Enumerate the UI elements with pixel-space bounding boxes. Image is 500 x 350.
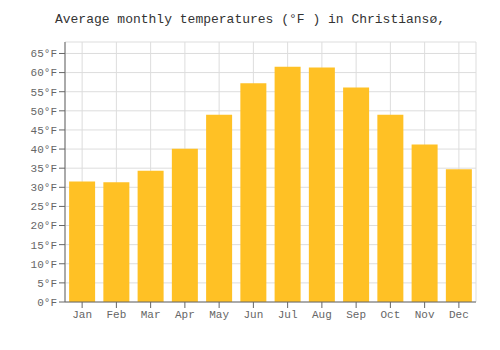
svg-text:Sep: Sep bbox=[346, 309, 366, 321]
html-text:Average monthly temperatures (: Average monthly temperatures (°F ) in Ch… bbox=[55, 12, 445, 27]
svg-text:65°F: 65°F bbox=[31, 48, 57, 60]
svg-text:40°F: 40°F bbox=[31, 144, 57, 156]
svg-text:30°F: 30°F bbox=[31, 182, 57, 194]
svg-text:35°F: 35°F bbox=[31, 163, 57, 175]
svg-text:May: May bbox=[209, 309, 229, 321]
svg-text:60°F: 60°F bbox=[31, 67, 57, 79]
svg-text:Dec: Dec bbox=[449, 309, 469, 321]
svg-text:Mar: Mar bbox=[141, 309, 161, 321]
svg-text:Apr: Apr bbox=[175, 309, 195, 321]
svg-text:45°F: 45°F bbox=[31, 125, 57, 137]
svg-text:20°F: 20°F bbox=[31, 220, 57, 232]
svg-text:0°F: 0°F bbox=[37, 297, 57, 309]
svg-text:50°F: 50°F bbox=[31, 106, 57, 118]
svg-text:25°F: 25°F bbox=[31, 201, 57, 213]
svg-text:Oct: Oct bbox=[380, 309, 400, 321]
svg-text:Jan: Jan bbox=[72, 309, 92, 321]
svg-text:55°F: 55°F bbox=[31, 87, 57, 99]
svg-text:10°F: 10°F bbox=[31, 259, 57, 271]
svg-text:Jun: Jun bbox=[243, 309, 263, 321]
svg-text:Nov: Nov bbox=[415, 309, 435, 321]
svg-text:Aug: Aug bbox=[312, 309, 332, 321]
svg-text:15°F: 15°F bbox=[31, 240, 57, 252]
svg-text:Feb: Feb bbox=[106, 309, 126, 321]
svg-text:Jul: Jul bbox=[278, 309, 298, 321]
svg-text:5°F: 5°F bbox=[37, 278, 57, 290]
